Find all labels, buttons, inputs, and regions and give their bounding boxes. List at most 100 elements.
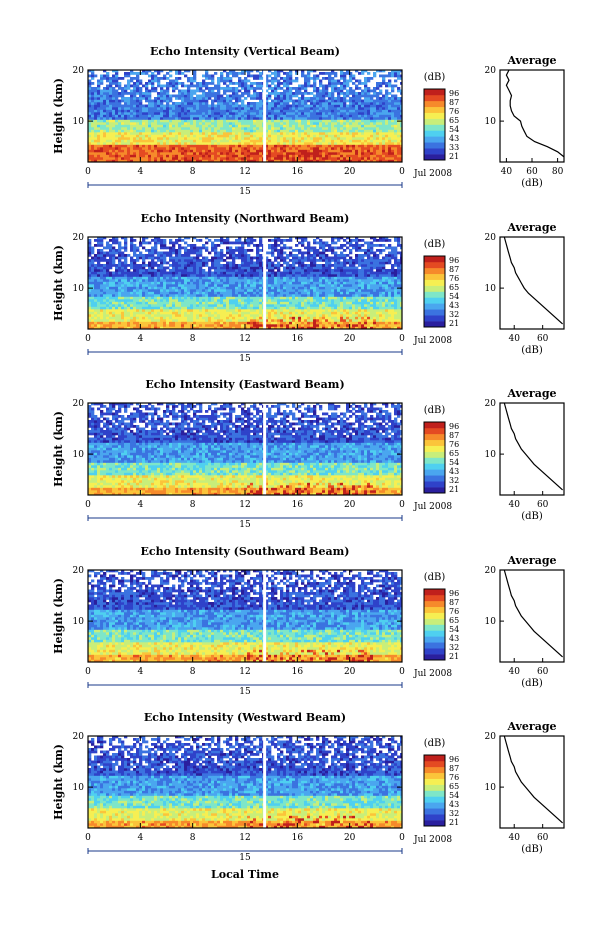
colorbar-tick-label: 54 [449,625,459,634]
colorbar-segment [424,457,445,464]
colorbar-tick-label: 21 [449,818,459,827]
colorbar-segment [424,790,445,797]
heatmap-cells [88,403,402,495]
colorbar-segment [424,451,445,458]
profile-x-tick-label: 40 [508,833,520,843]
profile-y-tick-label: 20 [485,233,497,243]
profile-y-tick-label: 20 [485,566,497,576]
x-tick-label: 12 [239,500,250,510]
panel-1: Echo Intensity (Vertical Beam) Height (km… [52,45,565,197]
profile-title: Average [506,387,556,400]
colorbar-segment [424,445,445,452]
panel-title: Echo Intensity (Westward Beam) [144,711,346,724]
colorbar-tick-label: 43 [449,634,459,643]
profile-x-label: (dB) [521,178,543,189]
colorbar-segment [424,422,445,429]
x-tick-label: 12 [239,334,250,344]
profile-x-label: (dB) [521,844,543,855]
panel-3: Echo Intensity (Eastward Beam) Height (km… [52,378,565,530]
profile-line [503,569,564,658]
colorbar-tick-label: 32 [449,643,459,652]
colorbar-segment [424,600,445,608]
colorbar-segment [424,784,445,791]
y-tick-label: 20 [73,399,85,409]
profile-line [503,735,564,824]
panel-5: Echo Intensity (Westward Beam) Height (km… [52,711,565,863]
x-tick-label: 4 [137,833,143,843]
colorbar-tick-label: 54 [449,292,459,301]
y-tick-label: 10 [73,117,85,127]
colorbar-frame [423,588,446,661]
colorbar-tick-label: 65 [449,449,459,458]
data-gap [263,736,267,828]
colorbar-segment [424,100,445,108]
colorbar-segment [424,594,445,602]
panel-4: Echo Intensity (Southward Beam) Height (k… [52,545,565,697]
x-tick-label: 0 [85,167,91,177]
y-axis-label: Height (km) [52,245,65,321]
x-tick-label: 16 [292,833,304,843]
colorbar-segment [424,487,445,494]
y-axis-label: Height (km) [52,744,65,820]
colorbar-frame [423,88,446,161]
day-label: 15 [239,187,251,197]
profile-x-tick-label: 60 [537,334,549,344]
heatmap-cells [88,570,402,662]
colorbar-tick-label: 96 [449,589,459,598]
colorbar-tick-label: 76 [449,607,459,616]
x-tick-label: 4 [137,667,143,677]
colorbar-segment [424,291,445,298]
panel-title: Echo Intensity (Eastward Beam) [145,378,344,391]
day-label: 15 [239,520,251,530]
colorbar-tick-label: 87 [449,431,459,440]
profile-frame [499,69,565,163]
x-tick-label: 0 [399,833,405,843]
profile-y-tick-label: 10 [485,284,497,294]
colorbar-segment [424,648,445,655]
colorbar-segment [424,755,445,762]
x-tick-label: 16 [292,167,304,177]
colorbar-segment [424,94,445,102]
colorbar-tick-label: 87 [449,764,459,773]
x-tick-label: 20 [344,833,356,843]
colorbar-segment [424,796,445,803]
x-tick-label: 0 [399,334,405,344]
profile-line [505,69,565,158]
panel-title: Echo Intensity (Northward Beam) [141,212,350,225]
x-tick-label: 0 [85,500,91,510]
heatmap-cells [88,70,402,162]
x-tick-label: 8 [190,500,196,510]
colorbar-tick-label: 21 [449,152,459,161]
day-label: 15 [239,687,251,697]
day-label: 15 [239,354,251,364]
colorbar-segment [424,136,445,143]
colorbar-segment [424,106,445,113]
colorbar-tick-label: 65 [449,116,459,125]
colorbar-segment [424,309,445,316]
colorbar-tick-label: 21 [449,485,459,494]
day-label: 15 [239,853,251,863]
colorbar-tick-label: 76 [449,107,459,116]
x-tick-label: 4 [137,500,143,510]
profile-title: Average [506,221,556,234]
x-tick-label: 8 [190,167,196,177]
colorbar-segment [424,766,445,774]
colorbar-segment [424,636,445,643]
colorbar-tick-label: 43 [449,467,459,476]
date-label: Jul 2008 [413,835,452,845]
colorbar-segment [424,802,445,809]
colorbar-segment [424,89,445,96]
colorbar-segment [424,261,445,269]
y-tick-label: 10 [73,617,85,627]
colorbar-tick-label: 32 [449,310,459,319]
colorbar-tick-label: 76 [449,440,459,449]
colorbar-segment [424,118,445,125]
profile-x-tick-label: 80 [552,167,564,177]
y-tick-label: 10 [73,284,85,294]
colorbar-segment [424,427,445,435]
x-tick-label: 0 [399,500,405,510]
colorbar-segment [424,273,445,280]
y-tick-label: 20 [73,233,85,243]
profile-title: Average [506,54,556,67]
colorbar-tick-label: 54 [449,125,459,134]
